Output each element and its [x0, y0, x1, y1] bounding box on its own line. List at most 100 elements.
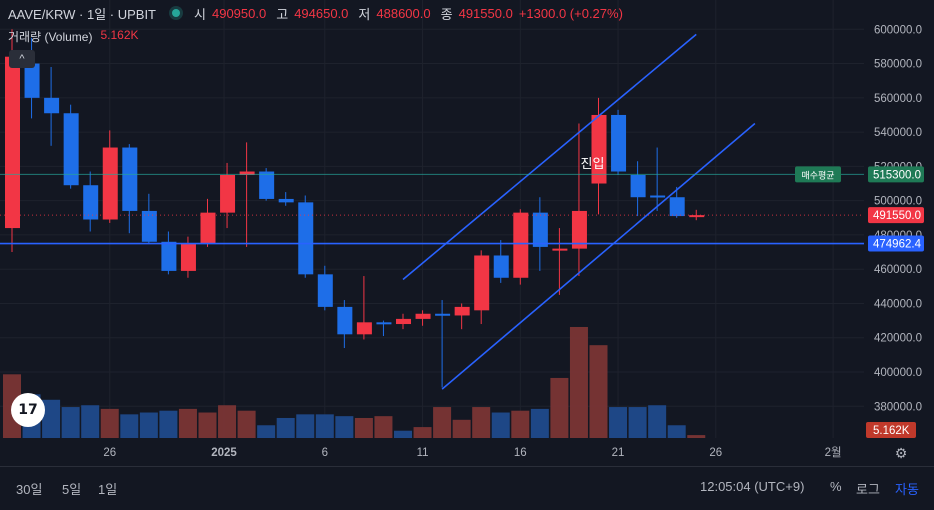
candle-body[interactable]: [513, 212, 529, 278]
candle-body[interactable]: [220, 174, 236, 213]
change-value: +1300.0 (+0.27%): [518, 5, 623, 21]
candle-body[interactable]: [396, 318, 411, 325]
candle-body[interactable]: [5, 56, 20, 229]
candle-body[interactable]: [356, 322, 372, 335]
candle-body[interactable]: [376, 322, 392, 325]
volume-bar: [296, 414, 315, 438]
candle-body[interactable]: [278, 198, 294, 203]
candle-body[interactable]: [141, 210, 157, 242]
volume-bar: [159, 410, 178, 438]
candle-body[interactable]: [474, 255, 490, 311]
price-chart[interactable]: 진입600000.0580000.0560000.0540000.0520000…: [0, 0, 934, 466]
avg-price-badge: 515300.0: [873, 169, 921, 181]
volume-badge-bg: [866, 422, 916, 438]
candle-body[interactable]: [298, 202, 314, 275]
volume-bar: [687, 435, 706, 438]
open-label: 시: [194, 6, 206, 22]
candle-body[interactable]: [180, 243, 196, 271]
close-value: 491550.0: [458, 5, 513, 21]
log-scale-toggle[interactable]: 로그: [856, 482, 880, 497]
candle-body[interactable]: [669, 197, 685, 217]
range-5d-button[interactable]: 5일: [62, 482, 82, 497]
candle-body[interactable]: [571, 210, 587, 249]
candle-body[interactable]: [591, 114, 607, 184]
volume-bar: [42, 399, 61, 438]
volume-bar: [472, 407, 491, 438]
settings-gear-icon[interactable]: ⚙: [894, 445, 908, 461]
candle-body[interactable]: [102, 147, 118, 220]
candle-body[interactable]: [454, 306, 470, 316]
candle-body[interactable]: [650, 195, 666, 198]
candle-body[interactable]: [239, 171, 255, 175]
volume-bar: [257, 425, 276, 438]
range-30d-button[interactable]: 30일: [16, 482, 43, 497]
candle-body[interactable]: [24, 63, 40, 98]
candle-body[interactable]: [44, 97, 60, 114]
percent-scale-toggle[interactable]: %: [830, 479, 842, 494]
candle-body[interactable]: [83, 185, 99, 220]
low-label: 저: [358, 6, 371, 22]
x-tick-label: 21: [612, 447, 625, 459]
trendline-1[interactable]: [402, 33, 697, 281]
y-tick-label: 560000.0: [874, 93, 922, 105]
volume-bar: [315, 414, 334, 438]
volume-bar: [178, 408, 197, 438]
trendline-2[interactable]: [441, 122, 756, 390]
volume-bar: [648, 405, 667, 438]
volume-bar: [433, 407, 452, 438]
x-tick-label: 16: [514, 447, 527, 459]
candle-body[interactable]: [415, 313, 431, 319]
high-label: 고: [276, 6, 289, 22]
x-tick-label: 11: [417, 447, 429, 459]
y-tick-label: 420000.0: [874, 333, 922, 345]
collapse-legend-button[interactable]: ^: [9, 50, 35, 68]
auto-scale-toggle[interactable]: 자동: [895, 482, 919, 497]
volume-badge: 5.162K: [873, 425, 910, 437]
candle-body[interactable]: [317, 274, 333, 307]
candle-body[interactable]: [200, 212, 216, 244]
volume-bar: [81, 405, 100, 438]
symbol-title[interactable]: AAVE/KRW · 1일 · UPBIT: [8, 6, 157, 22]
volume-bar: [569, 326, 588, 438]
volume-bar: [667, 425, 686, 438]
level-price-badge-bg: [868, 235, 924, 252]
y-tick-label: 460000.0: [874, 264, 922, 276]
candle-body[interactable]: [122, 147, 138, 211]
tradingview-logo[interactable]: 17: [11, 393, 45, 427]
y-tick-label: 500000.0: [874, 196, 922, 208]
candle-body[interactable]: [259, 171, 275, 199]
volume-bar: [120, 414, 139, 438]
volume-label[interactable]: 거래량 (Volume): [8, 30, 93, 44]
volume-bar: [335, 416, 354, 438]
clock-timezone[interactable]: 12:05:04 (UTC+9): [700, 479, 805, 494]
entry-annotation[interactable]: 진입: [581, 156, 605, 171]
x-tick-label: 6: [322, 447, 328, 459]
level-price-badge: 474962.4: [873, 239, 922, 251]
y-tick-label: 440000.0: [874, 298, 922, 310]
candle-body[interactable]: [630, 174, 646, 198]
bottom-toolbar: 30일 5일 1일 12:05:04 (UTC+9) % 로그 자동: [0, 466, 934, 510]
y-tick-label: 600000.0: [874, 24, 922, 36]
candle-body[interactable]: [689, 215, 705, 218]
candle-body[interactable]: [611, 114, 627, 172]
candle-body[interactable]: [161, 241, 177, 271]
y-tick-label: 400000.0: [874, 367, 922, 379]
candle-body[interactable]: [493, 255, 509, 278]
volume-bar: [100, 408, 119, 438]
candle-body[interactable]: [552, 248, 568, 251]
volume-bar: [354, 417, 373, 438]
candle-body[interactable]: [435, 313, 451, 316]
market-status-icon: [172, 9, 181, 17]
candle-body[interactable]: [532, 212, 548, 247]
candle-body[interactable]: [337, 306, 353, 335]
open-value: 490950.0: [211, 5, 267, 21]
y-tick-label: 580000.0: [874, 59, 922, 71]
volume-bar: [198, 412, 217, 438]
volume-bar: [276, 417, 295, 438]
candle-body[interactable]: [63, 113, 79, 186]
y-tick-label: 540000.0: [874, 127, 922, 139]
range-1d-button[interactable]: 1일: [98, 482, 118, 497]
volume-bar: [139, 412, 158, 438]
current-price-badge: 491550.0: [873, 210, 921, 222]
volume-bar: [374, 416, 393, 438]
